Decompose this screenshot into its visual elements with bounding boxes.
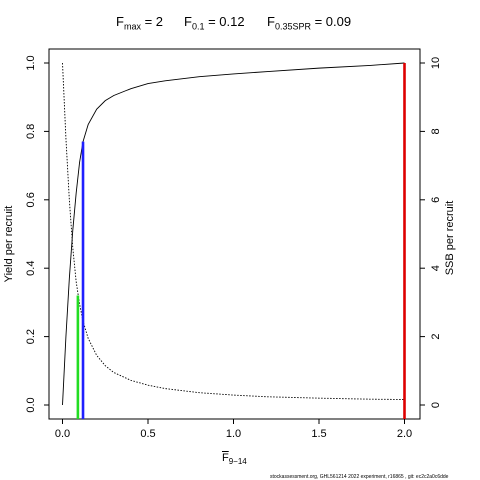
y-left-tick-label: 0.0	[25, 397, 37, 412]
title-fmax-value: = 2	[140, 14, 164, 29]
x-tick-label: 2.0	[397, 428, 412, 440]
x-axis-title-main: F	[222, 452, 229, 464]
y-left-tick-label: 1.0	[25, 55, 37, 70]
y-right-tick-label: 10	[430, 57, 442, 69]
title-fspr: F0.35SPR = 0.09	[267, 14, 351, 32]
title-fspr-main: F	[267, 14, 275, 29]
title-fmax-sub: max	[123, 21, 141, 32]
y-right-tick-label: 0	[430, 402, 442, 408]
ssb-per-recruit-line	[62, 62, 405, 400]
x-tick-label: 0.0	[55, 428, 70, 440]
y-left-tick-label: 0.6	[25, 192, 37, 207]
x-tick-label: 1.5	[311, 428, 326, 440]
title-f01: F0.1 = 0.12	[184, 14, 245, 32]
y-right-tick-label: 2	[430, 334, 442, 340]
y-right-tick-label: 4	[430, 265, 442, 271]
footer-text: stockassessment.org, GHL561214 2022 expe…	[270, 474, 449, 480]
title-fmax-main: F	[116, 14, 124, 29]
y-right-tick-label: 6	[430, 197, 442, 203]
title-fspr-value: = 0.09	[310, 14, 352, 29]
title-f01-main: F	[184, 14, 192, 29]
title-f01-value: = 0.12	[204, 14, 245, 29]
plot-frame	[48, 48, 421, 420]
title-f01-sub: 0.1	[191, 21, 205, 32]
x-axis-title-sub: 9−14	[228, 457, 247, 467]
title-fmax: Fmax = 2	[116, 14, 163, 32]
y-left-tick-label: 0.8	[25, 124, 37, 139]
x-tick-label: 0.5	[140, 428, 155, 440]
y-axis-right-title: SSB per recruit	[444, 200, 456, 276]
yield-per-recruit-line	[62, 62, 405, 406]
x-tick-label: 1.0	[226, 428, 241, 440]
y-right-tick-label: 8	[430, 128, 442, 134]
y-left-tick-label: 0.4	[25, 261, 37, 276]
y-axis-left-title: Yield per recruit	[3, 205, 15, 283]
y-left-tick-label: 0.2	[25, 329, 37, 344]
x-axis-title: F9−14	[222, 452, 247, 466]
title-fspr-sub: 0.35SPR	[274, 21, 311, 32]
